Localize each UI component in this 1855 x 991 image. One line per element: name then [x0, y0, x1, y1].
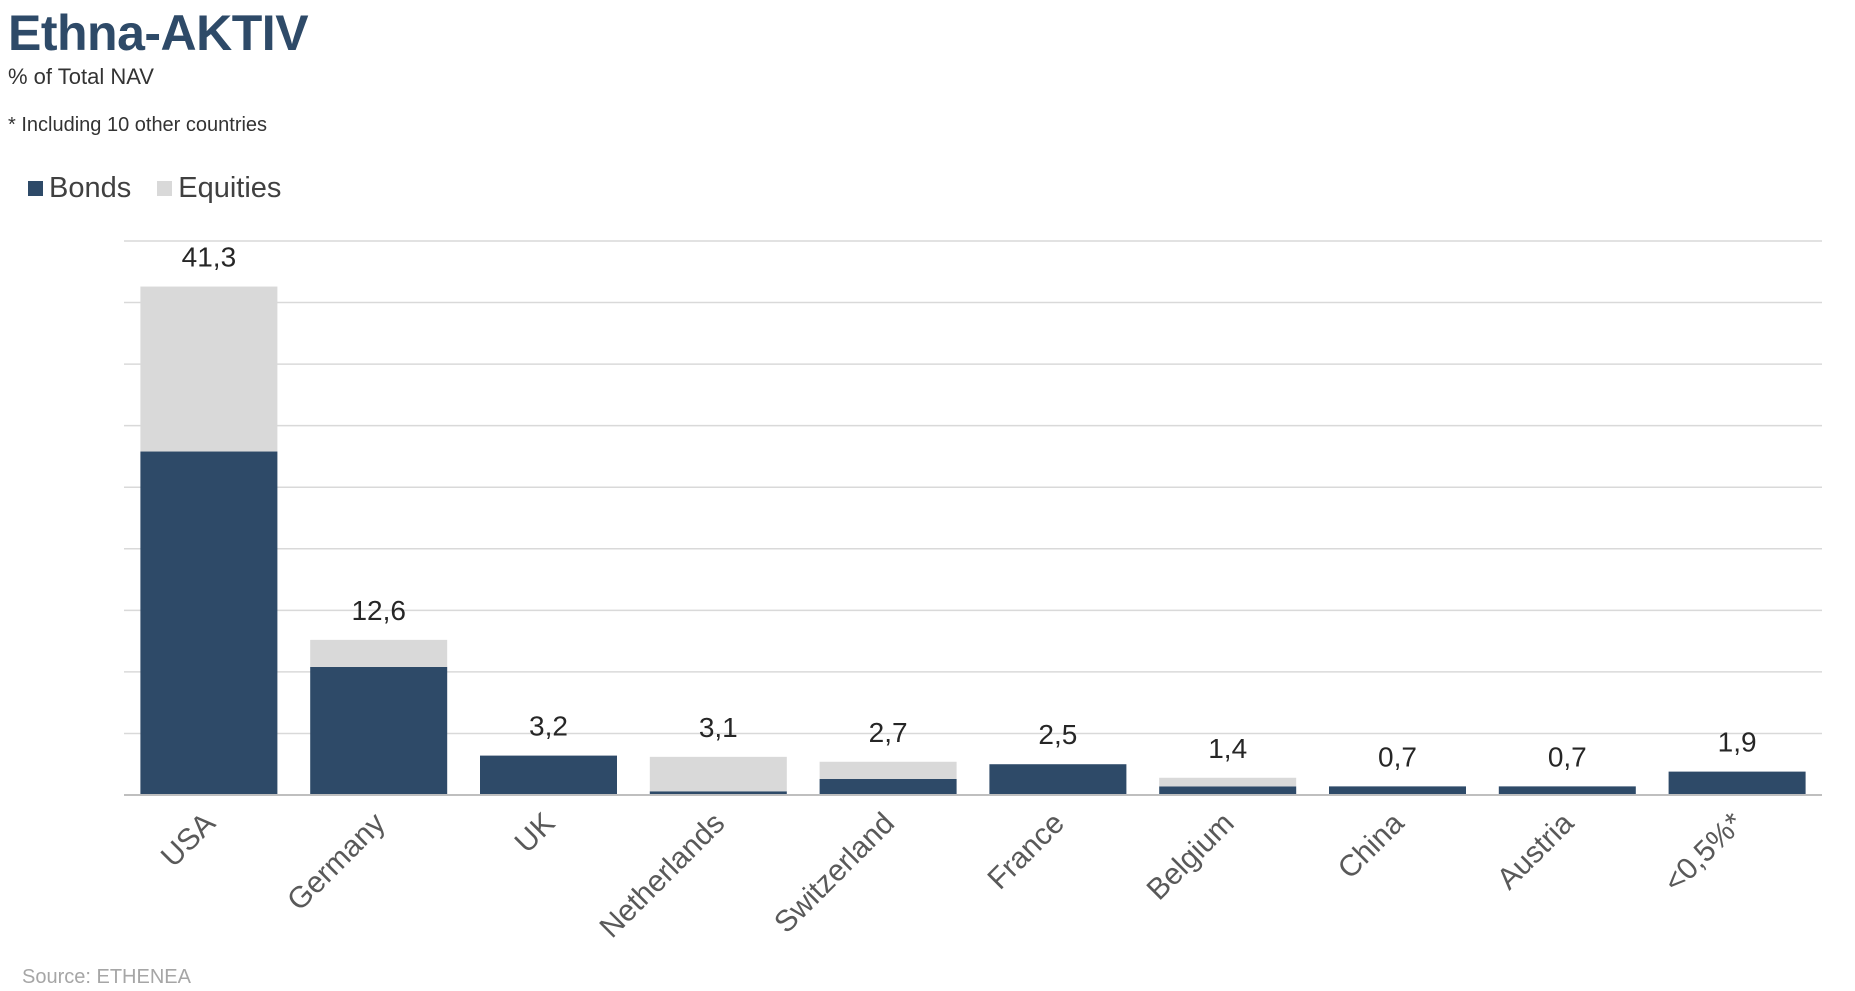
bar-bonds — [480, 755, 617, 795]
x-tick-label: Austria — [1491, 806, 1581, 896]
bar-equities — [819, 761, 957, 779]
x-tick-label: <0,5%* — [1658, 806, 1751, 899]
bar-bonds — [1159, 786, 1297, 795]
source-note: Source: ETHENEA — [22, 966, 191, 988]
data-label: 2,7 — [869, 717, 908, 748]
chart-title: Ethna-AKTIV — [8, 5, 309, 61]
bar-bonds — [649, 791, 787, 795]
x-tick-label: Belgium — [1141, 807, 1241, 907]
x-tick-label: Switzerland — [768, 807, 901, 940]
bar-bonds — [140, 451, 278, 795]
chart-footnote: * Including 10 other countries — [8, 114, 268, 136]
bar-bonds — [1498, 786, 1636, 795]
bar-bonds — [310, 666, 448, 795]
data-label: 41,3 — [182, 242, 237, 273]
x-tick-label: UK — [509, 807, 562, 860]
legend-label-bonds: Bonds — [49, 172, 132, 204]
data-label: 1,4 — [1208, 733, 1247, 764]
x-tick-label: Germany — [281, 807, 392, 918]
data-label: 2,5 — [1038, 719, 1077, 750]
legend-item-equities[interactable]: Equities — [157, 172, 281, 205]
bar-equities — [1159, 777, 1297, 787]
chart-subtitle: % of Total NAV — [8, 64, 154, 89]
data-label: 3,2 — [529, 711, 568, 742]
bar-equities — [140, 286, 278, 452]
legend-item-bonds[interactable]: Bonds — [28, 172, 131, 205]
bar-bonds — [989, 764, 1127, 795]
data-label: 0,7 — [1548, 741, 1587, 772]
bar-equities — [649, 756, 787, 792]
legend-swatch-equities — [157, 181, 173, 196]
x-tick-label: France — [981, 807, 1070, 896]
x-tick-label: Netherlands — [594, 807, 732, 945]
data-label: 0,7 — [1378, 741, 1417, 772]
legend: Bonds Equities — [28, 172, 307, 205]
bar-bonds — [1329, 786, 1466, 795]
data-label: 1,9 — [1718, 727, 1757, 758]
bar-bonds — [819, 778, 957, 795]
data-label: 12,6 — [351, 595, 406, 626]
x-tick-label: China — [1332, 806, 1411, 885]
bar-bonds — [1668, 771, 1806, 795]
bar-equities — [310, 639, 448, 667]
legend-label-equities: Equities — [178, 172, 282, 204]
x-tick-label: USA — [155, 807, 222, 874]
data-label: 3,1 — [699, 712, 738, 743]
legend-swatch-bonds — [28, 181, 43, 196]
